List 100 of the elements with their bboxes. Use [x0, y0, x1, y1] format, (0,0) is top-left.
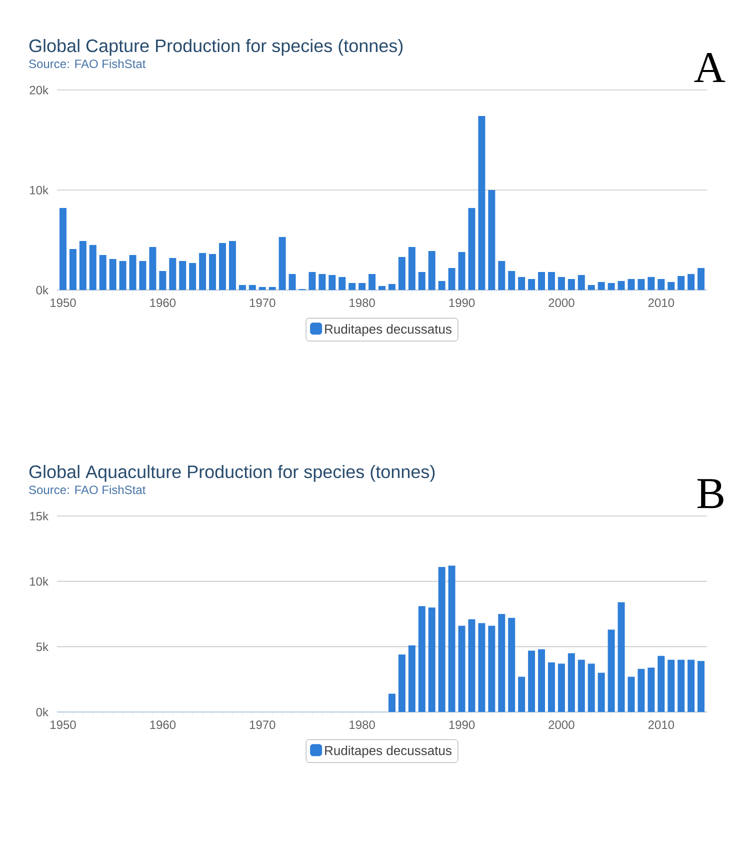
bar [468, 208, 476, 290]
text: B [697, 479, 724, 508]
bar [698, 661, 705, 712]
bar [408, 645, 416, 712]
bar [79, 240, 86, 290]
bar [149, 246, 156, 290]
bar [428, 607, 436, 712]
bar [288, 274, 296, 290]
bar [109, 258, 116, 290]
x-tick-label: 1970 [250, 720, 276, 730]
bar [258, 286, 266, 290]
bar [628, 676, 635, 712]
bar [458, 252, 466, 290]
x-tick-label: 2000 [548, 298, 574, 308]
bar [638, 278, 645, 290]
bar [378, 286, 386, 290]
y-tick-label: 10k [30, 576, 48, 586]
bar [598, 672, 605, 712]
bar [328, 274, 336, 290]
bar [518, 676, 526, 712]
bar [418, 606, 426, 712]
bar [618, 280, 625, 290]
bar [179, 260, 186, 290]
bar [588, 284, 595, 290]
y-tick-label: 10k [30, 186, 48, 194]
bar [238, 284, 246, 290]
x-tick-label: 1950 [50, 298, 76, 308]
bar [548, 662, 555, 712]
bar [408, 246, 416, 290]
bar [618, 602, 625, 712]
x-tick-label: 1950 [50, 720, 76, 730]
bar [498, 614, 506, 712]
bar [99, 254, 106, 290]
bar [648, 276, 655, 290]
x-tick-label: 2010 [648, 720, 674, 730]
x-tick-label: 1980 [350, 720, 375, 730]
y-tick-label: 15k [30, 512, 48, 520]
bar [658, 278, 665, 290]
bar [668, 660, 675, 712]
bar [538, 649, 546, 712]
bar [698, 268, 705, 290]
legend-label: Ruditapes decussatus [325, 324, 452, 336]
bar [388, 284, 396, 290]
bar [199, 252, 206, 290]
chart-title: Global Aquaculture Production for species (tonnes) [29, 464, 435, 482]
bar [59, 208, 66, 290]
bar [548, 272, 555, 290]
bar [568, 653, 575, 712]
bar [608, 630, 615, 712]
bar [628, 278, 635, 290]
bar [308, 272, 316, 290]
bar [678, 660, 685, 712]
x-tick-label: 1970 [250, 298, 276, 308]
text: A [694, 52, 726, 82]
chart-subtitle: Source: FAO FishStat [29, 59, 146, 68]
bar [498, 260, 506, 290]
bar [348, 282, 356, 290]
bar [268, 286, 276, 290]
bar [688, 660, 695, 712]
x-tick-label: 2000 [548, 720, 574, 730]
bar [388, 694, 396, 712]
bar [248, 284, 256, 290]
chart-title: Global Capture Production for species (tonnes) [29, 38, 403, 56]
bar [538, 272, 546, 290]
bar [119, 260, 126, 290]
bar [488, 190, 496, 290]
x-tick-label: 1960 [150, 720, 176, 730]
bar [558, 276, 565, 290]
bar [478, 623, 486, 712]
y-tick-label: 20k [30, 86, 48, 94]
bar [129, 254, 136, 290]
bar [338, 276, 346, 290]
bar [458, 626, 466, 712]
bar [278, 236, 286, 290]
bar [478, 116, 486, 290]
bar [218, 242, 226, 290]
bar [578, 660, 585, 712]
bar [558, 664, 565, 712]
chart-subtitle: Source: FAO FishStat [29, 485, 146, 494]
bar [508, 270, 516, 290]
bar [209, 254, 216, 290]
bar [228, 240, 236, 290]
bar [159, 270, 166, 290]
bar [568, 278, 575, 290]
bar [139, 260, 146, 290]
bar [578, 274, 585, 290]
x-tick-label: 1990 [449, 298, 475, 308]
x-tick-label: 1980 [350, 298, 375, 308]
bar [358, 282, 366, 290]
bar [448, 566, 456, 712]
bar [658, 656, 665, 712]
bar [588, 664, 595, 712]
legend-label: Ruditapes decussatus [325, 746, 452, 758]
x-tick-label: 1960 [150, 298, 176, 308]
y-tick-label: 0k [36, 708, 48, 716]
bar [678, 276, 685, 290]
bar [468, 619, 476, 712]
bar [438, 280, 446, 290]
bar [528, 650, 536, 712]
bar [398, 654, 406, 712]
